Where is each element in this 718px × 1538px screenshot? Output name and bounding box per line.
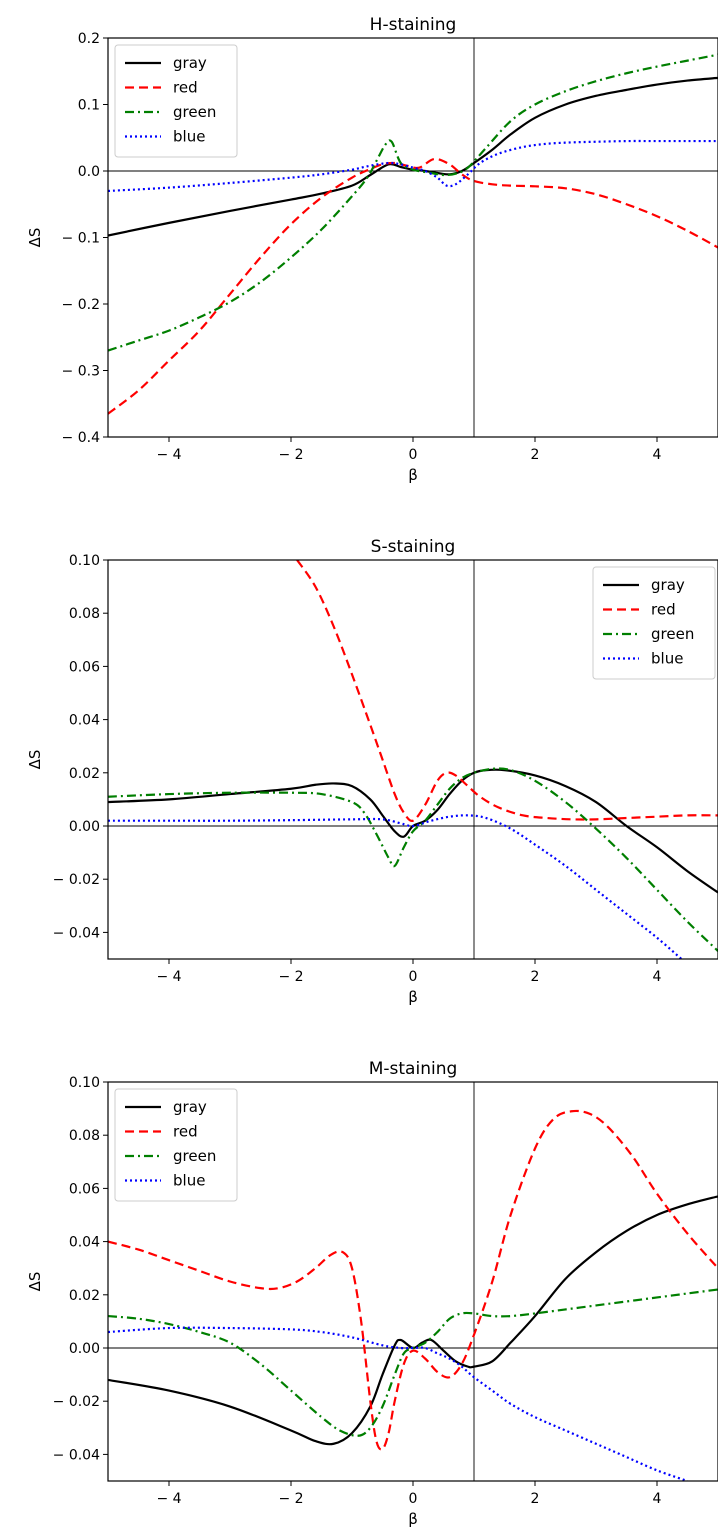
y-tick-label: 0.06 (69, 659, 100, 675)
legend-label-red: red (651, 601, 676, 619)
legend: gray red green blue (114, 44, 238, 158)
x-tick-label: 4 (653, 447, 662, 463)
y-tick-label: − 0.04 (53, 1447, 100, 1463)
series-line-red (108, 157, 718, 415)
y-tick-label: − 0.04 (53, 925, 100, 941)
y-tick-label: − 0.4 (62, 430, 101, 446)
series-line-green (108, 1288, 718, 1437)
x-axis-label: β (408, 988, 418, 1006)
x-tick-label: 2 (531, 969, 540, 985)
y-tick-label: 0.06 (69, 1181, 100, 1197)
legend-label-gray: gray (173, 1098, 207, 1116)
chart-h-staining: H-staining − 4 − 2 0 2 4 − 0.4 − 0.3 − 0.2 − 0.1 0… (26, 15, 718, 484)
legend-box (114, 1088, 238, 1202)
x-tick-label: 0 (409, 1491, 418, 1507)
legend-box (114, 44, 238, 158)
x-tick-label: − 2 (278, 447, 303, 463)
series-line-gray (108, 1195, 718, 1446)
legend: gray red green blue (114, 1088, 238, 1202)
x-axis-label: β (408, 1510, 418, 1528)
y-tick-label: − 0.02 (53, 872, 100, 888)
x-tick-label: 0 (409, 969, 418, 985)
legend-label-blue: blue (173, 128, 205, 146)
y-tick-label: 0.02 (69, 766, 100, 782)
y-tick-label: 0.2 (78, 31, 100, 47)
x-tick-label: 4 (653, 969, 662, 985)
y-tick-label: 0.08 (69, 606, 100, 622)
series-line-blue (108, 814, 683, 959)
series-line-red (296, 560, 718, 822)
y-tick-label: 0.0 (78, 164, 100, 180)
legend-label-green: green (173, 103, 216, 121)
y-axis-label: ΔS (26, 228, 44, 248)
legend-label-blue: blue (173, 1172, 205, 1190)
y-tick-label: 0.04 (69, 1235, 100, 1251)
y-tick-label: 0.10 (69, 553, 100, 569)
legend: gray red green blue (592, 566, 716, 680)
x-tick-label: 2 (531, 447, 540, 463)
y-tick-label: 0.08 (69, 1128, 100, 1144)
y-tick-label: − 0.02 (53, 1394, 100, 1410)
x-tick-label: − 4 (156, 1491, 181, 1507)
series-line-blue (108, 1326, 688, 1481)
x-tick-label: − 2 (278, 1491, 303, 1507)
y-tick-label: 0.10 (69, 1075, 100, 1091)
x-tick-label: 0 (409, 447, 418, 463)
legend-label-green: green (173, 1147, 216, 1165)
x-tick-label: − 2 (278, 969, 303, 985)
y-tick-label: 0.00 (69, 819, 100, 835)
y-axis-label: ΔS (26, 1272, 44, 1292)
x-tick-label: 2 (531, 1491, 540, 1507)
x-tick-label: − 4 (156, 447, 181, 463)
chart-title: S-staining (371, 537, 456, 557)
series-line-red (108, 1109, 718, 1451)
legend-label-blue: blue (651, 650, 683, 668)
legend-box (592, 566, 716, 680)
chart-m-staining: M-staining − 4 − 2 0 2 4 − 0.04 − 0.02 0.00 0.02 0… (26, 1059, 718, 1528)
chart-title: M-staining (369, 1059, 458, 1079)
x-axis-label: β (408, 466, 418, 484)
y-tick-label: 0.04 (69, 713, 100, 729)
chart-s-staining: S-staining − 4 − 2 0 2 4 − 0.04 − 0.02 0.00 0.02 0… (26, 537, 718, 1006)
x-tick-label: 4 (653, 1491, 662, 1507)
series-line-green (108, 767, 718, 952)
legend-label-red: red (173, 79, 198, 97)
series-line-green (108, 53, 718, 352)
y-tick-label: − 0.2 (62, 297, 100, 313)
legend-label-green: green (651, 625, 694, 643)
series-line-blue (108, 139, 718, 193)
series-line-gray (108, 768, 718, 894)
chart-title: H-staining (370, 15, 457, 35)
x-tick-label: − 4 (156, 969, 181, 985)
y-axis-label: ΔS (26, 750, 44, 770)
y-tick-label: 0.02 (69, 1288, 100, 1304)
y-tick-label: 0.1 (78, 98, 100, 114)
y-tick-label: − 0.3 (62, 364, 100, 380)
y-tick-label: 0.00 (69, 1341, 100, 1357)
legend-label-red: red (173, 1123, 198, 1141)
legend-label-gray: gray (651, 576, 685, 594)
legend-label-gray: gray (173, 54, 207, 72)
y-tick-label: − 0.1 (62, 231, 100, 247)
